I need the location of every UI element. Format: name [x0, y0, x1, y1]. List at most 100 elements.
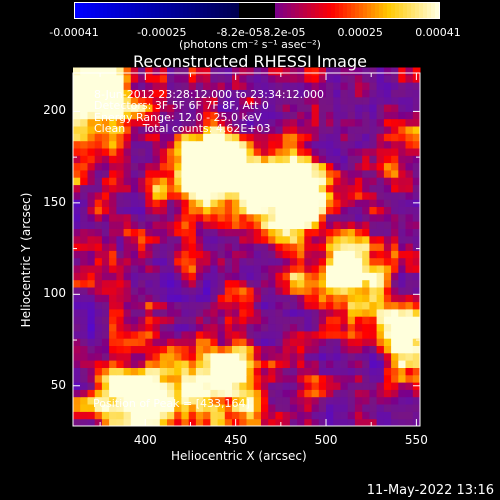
heatmap-cell — [152, 140, 161, 149]
heatmap-cell — [347, 74, 356, 83]
heatmap-cell — [109, 155, 117, 164]
heatmap-cell — [268, 74, 276, 83]
heatmap-cell — [289, 316, 298, 325]
heatmap-cell — [80, 177, 88, 186]
heatmap-cell — [268, 206, 276, 215]
heatmap-cell — [383, 272, 392, 281]
heatmap-cell — [152, 133, 161, 142]
heatmap-cell — [138, 411, 146, 420]
heatmap-cell — [405, 250, 414, 259]
heatmap-cell — [138, 221, 146, 229]
heatmap-cell — [239, 250, 247, 259]
heatmap-cell — [391, 126, 399, 134]
heatmap-cell — [123, 191, 132, 200]
heatmap-cell — [268, 96, 276, 105]
heatmap-cell — [412, 308, 421, 317]
heatmap-cell — [297, 265, 305, 273]
heatmap-cell — [405, 221, 414, 229]
heatmap-cell — [239, 360, 247, 368]
heatmap-cell — [239, 265, 247, 273]
colorbar-swatch — [331, 3, 336, 18]
heatmap-cell — [412, 169, 421, 178]
heatmap-cell — [369, 250, 378, 259]
heatmap-cell — [398, 148, 406, 156]
heatmap-cell — [188, 191, 197, 200]
heatmap-cell — [253, 148, 262, 156]
heatmap-cell — [152, 374, 161, 383]
heatmap-cell — [268, 396, 276, 405]
heatmap-cell — [398, 169, 406, 178]
heatmap-cell — [232, 243, 240, 251]
heatmap-cell — [130, 228, 139, 237]
heatmap-cell — [94, 272, 103, 281]
heatmap-cell — [354, 330, 363, 339]
heatmap-cell — [203, 279, 211, 288]
heatmap-cell — [80, 330, 88, 339]
heatmap-cell — [268, 330, 276, 339]
heatmap-cell — [94, 82, 103, 90]
heatmap-cell — [282, 169, 291, 178]
heatmap-cell — [167, 345, 175, 354]
heatmap-cell — [391, 111, 399, 120]
heatmap-cell — [354, 118, 363, 127]
heatmap-cell — [203, 67, 211, 76]
colorbar-swatch — [159, 3, 164, 18]
heatmap-cell — [311, 235, 320, 244]
heatmap-cell — [282, 177, 291, 186]
heatmap-cell — [275, 104, 284, 112]
heatmap-cell — [369, 228, 378, 237]
heatmap-cell — [80, 301, 88, 310]
heatmap-cell — [246, 221, 255, 229]
heatmap-cell — [174, 235, 182, 244]
heatmap-cell — [123, 221, 132, 229]
heatmap-cell — [145, 411, 153, 420]
heatmap-cell — [167, 140, 175, 149]
heatmap-cell — [333, 133, 341, 142]
heatmap-cell — [87, 243, 96, 251]
heatmap-cell — [398, 89, 406, 98]
heatmap-cell — [261, 287, 269, 295]
heatmap-cell — [152, 308, 161, 317]
heatmap-cell — [138, 338, 146, 346]
heatmap-cell — [383, 221, 392, 229]
heatmap-cell — [326, 140, 334, 149]
heatmap-cell — [275, 360, 284, 368]
heatmap-cell — [181, 111, 190, 120]
heatmap-cell — [80, 228, 88, 237]
heatmap-cell — [405, 287, 414, 295]
heatmap-cell — [159, 235, 168, 244]
heatmap-cell — [311, 411, 320, 420]
colorbar-tick-label: 0.00041 — [415, 26, 461, 39]
heatmap-cell — [354, 287, 363, 295]
time-range-label: 8-Jun-2012 23:28:12.000 to 23:34:12.000 — [94, 88, 325, 101]
heatmap-cell — [383, 294, 392, 303]
heatmap-cell — [405, 404, 414, 412]
heatmap-cell — [210, 316, 219, 325]
heatmap-cell — [152, 199, 161, 207]
heatmap-cell — [195, 184, 204, 193]
heatmap-cell — [253, 89, 262, 98]
heatmap-cell — [203, 374, 211, 383]
heatmap-cell — [159, 265, 168, 273]
heatmap-cell — [369, 374, 378, 383]
colorbar-swatch — [431, 3, 436, 18]
heatmap-cell — [297, 140, 305, 149]
heatmap-cell — [398, 360, 406, 368]
heatmap-cell — [130, 118, 139, 127]
heatmap-cell — [383, 330, 392, 339]
heatmap-cell — [297, 330, 305, 339]
heatmap-cell — [73, 104, 81, 112]
heatmap-cell — [174, 360, 182, 368]
heatmap-cell — [167, 111, 175, 120]
heatmap-cell — [174, 367, 182, 376]
heatmap-cell — [398, 177, 406, 186]
heatmap-cell — [217, 323, 226, 332]
heatmap-cell — [347, 221, 356, 229]
heatmap-cell — [87, 272, 96, 281]
heatmap-cell — [167, 265, 175, 273]
heatmap-cell — [138, 162, 146, 171]
colorbar-swatch — [151, 3, 156, 18]
heatmap-cell — [167, 82, 175, 90]
heatmap-cell — [282, 82, 291, 90]
heatmap-cell — [253, 250, 262, 259]
